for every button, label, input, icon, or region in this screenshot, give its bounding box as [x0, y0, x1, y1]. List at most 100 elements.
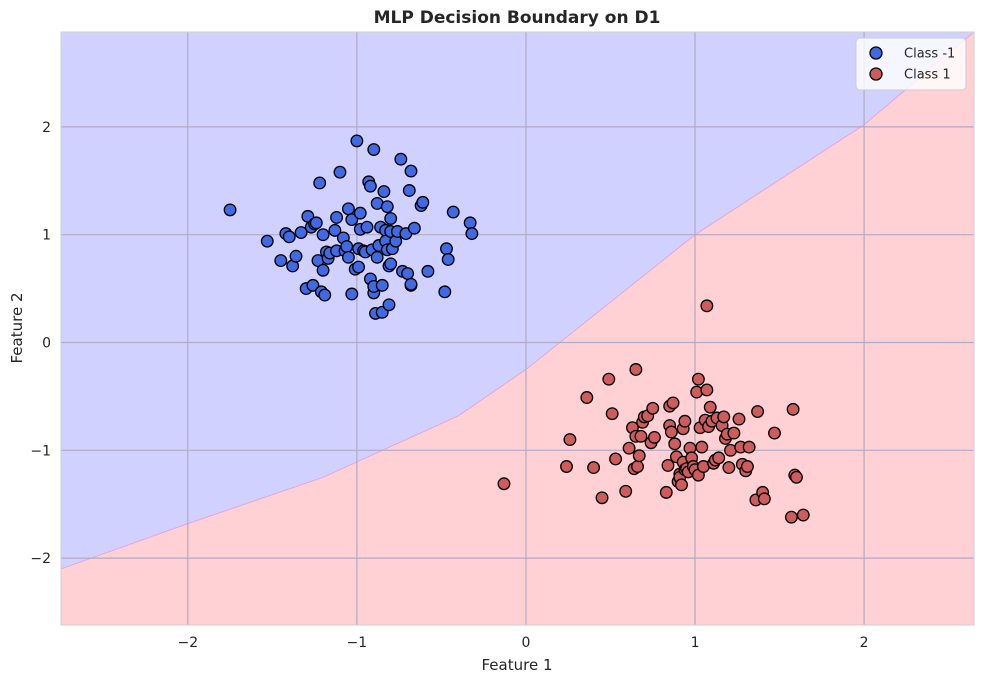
legend-marker-class-1	[869, 67, 883, 81]
x-tick-label: −1	[347, 635, 368, 651]
point-class-neg1	[341, 250, 355, 264]
y-tick-label: 1	[42, 228, 51, 244]
point-class-neg1	[367, 143, 381, 156]
point-class-1	[678, 414, 692, 428]
point-class-neg1	[377, 185, 391, 199]
point-class-1	[784, 510, 798, 524]
point-class-neg1	[330, 210, 344, 224]
point-class-neg1	[316, 228, 330, 242]
point-class-1	[595, 491, 609, 505]
y-tick-label: −1	[30, 443, 51, 459]
y-axis-label: Feature 2	[8, 293, 26, 364]
point-class-1	[668, 437, 682, 451]
decision-boundary-line	[60, 31, 975, 570]
point-class-neg1	[446, 205, 460, 219]
point-class-1	[622, 441, 636, 455]
point-class-neg1	[438, 285, 452, 299]
point-class-neg1	[309, 216, 323, 230]
point-class-neg1	[340, 240, 354, 254]
y-tick-label: 0	[42, 336, 51, 352]
point-class-1	[629, 363, 643, 376]
x-tick-label: −2	[177, 635, 198, 651]
point-class-1	[648, 430, 661, 444]
point-class-1	[712, 451, 726, 465]
point-class-neg1	[384, 212, 398, 225]
point-class-1	[717, 410, 731, 424]
point-class-neg1	[313, 176, 327, 190]
point-class-1	[497, 477, 511, 491]
legend-label-class-neg1: Class -1	[904, 47, 955, 62]
point-class-1	[560, 460, 573, 473]
point-class-1	[790, 470, 803, 484]
point-class-neg1	[341, 202, 355, 216]
point-class-neg1	[441, 253, 455, 266]
point-class-1	[703, 400, 717, 414]
point-class-neg1	[353, 206, 367, 220]
point-class-neg1	[350, 134, 364, 148]
point-class-1	[727, 426, 741, 440]
x-axis-label: Feature 1	[482, 656, 553, 674]
point-class-neg1	[360, 220, 374, 234]
point-class-neg1	[318, 288, 332, 302]
point-class-1	[757, 492, 771, 506]
point-class-neg1	[282, 230, 296, 244]
point-class-neg1	[394, 152, 408, 166]
point-class-neg1	[274, 254, 288, 268]
point-class-1	[619, 484, 633, 498]
point-class-1	[691, 372, 705, 386]
point-class-1	[732, 412, 746, 426]
point-class-1	[666, 396, 680, 410]
point-class-neg1	[328, 223, 342, 237]
point-class-1	[605, 407, 619, 421]
point-class-1	[609, 452, 623, 466]
point-class-1	[587, 461, 601, 475]
gridlines	[61, 32, 974, 625]
point-class-neg1	[370, 250, 384, 264]
point-class-1	[661, 458, 675, 472]
point-class-neg1	[463, 216, 477, 230]
point-class-neg1	[333, 165, 347, 179]
point-class-1	[632, 449, 646, 463]
point-class-1	[580, 391, 594, 404]
point-class-1	[664, 425, 678, 439]
legend-label-class-1: Class 1	[904, 68, 951, 83]
point-class-neg1	[345, 287, 359, 301]
point-class-1	[722, 461, 736, 475]
point-class-neg1	[289, 249, 303, 263]
point-class-neg1	[363, 179, 377, 193]
point-class-1	[563, 433, 577, 447]
point-class-1	[659, 485, 673, 499]
point-class-1	[631, 460, 644, 473]
legend-box	[855, 37, 967, 91]
point-class-neg1	[380, 200, 394, 214]
point-class-1	[786, 402, 800, 416]
point-class-neg1	[416, 195, 430, 209]
x-tick-label: 2	[860, 635, 869, 651]
point-class-neg1	[375, 278, 389, 292]
point-class-1	[768, 426, 781, 440]
chart-title: MLP Decision Boundary on D1	[374, 8, 661, 28]
point-class-neg1	[352, 260, 366, 274]
x-tick-label: 0	[521, 635, 530, 651]
point-class-1	[695, 440, 709, 454]
point-class-neg1	[382, 298, 396, 312]
point-class-1	[675, 478, 688, 492]
point-class-neg1	[404, 277, 418, 291]
legend-marker-class-neg1	[869, 46, 883, 60]
point-class-1	[700, 383, 714, 397]
point-class-neg1	[407, 221, 421, 235]
plot-area	[60, 31, 975, 626]
legend: Class -1 Class 1	[855, 37, 967, 91]
point-class-neg1	[402, 184, 416, 197]
data-points	[223, 134, 810, 524]
point-class-1	[796, 508, 810, 522]
x-axis-ticks: −2 −1 0 1 2	[177, 635, 868, 651]
point-class-1	[740, 460, 754, 473]
point-class-1	[751, 405, 765, 418]
point-class-neg1	[401, 267, 415, 280]
point-class-1	[602, 372, 616, 386]
point-class-neg1	[465, 227, 479, 241]
point-class-neg1	[384, 257, 398, 271]
point-class-1	[742, 440, 756, 454]
